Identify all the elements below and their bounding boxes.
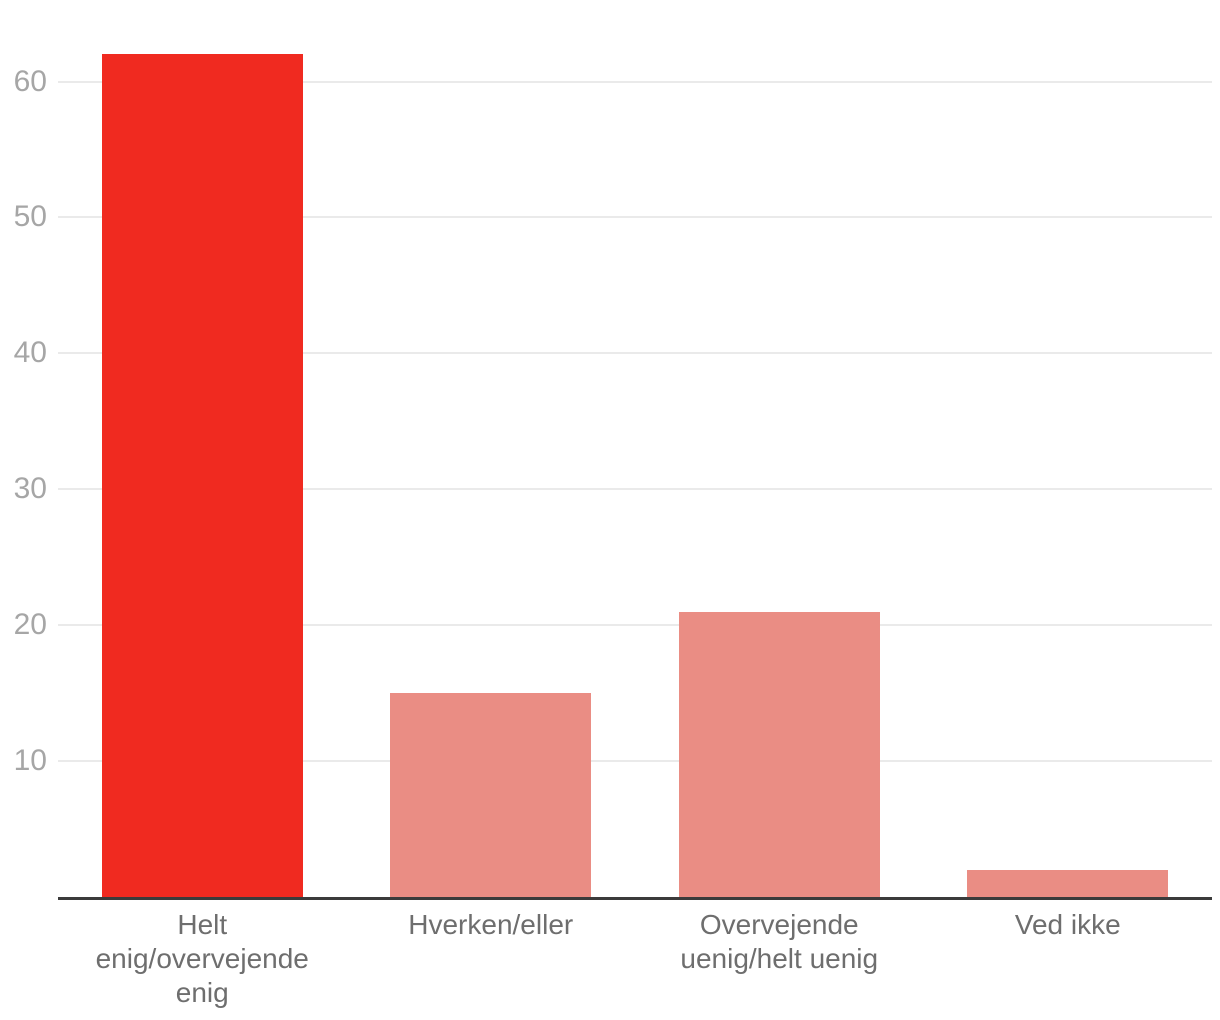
gridline-60 (58, 80, 1212, 83)
plot-area (58, 0, 1212, 897)
y-tick-label: 10 (13, 744, 47, 778)
y-tick-label: 40 (13, 336, 47, 370)
x-axis-line (58, 897, 1212, 900)
gridline-50 (58, 216, 1212, 219)
y-tick-label: 20 (13, 608, 47, 642)
y-tick-label: 60 (13, 64, 47, 98)
gridline-10 (58, 760, 1212, 763)
gridline-30 (58, 488, 1212, 491)
x-axis-label-ved-ikke: Ved ikke (1014, 909, 1121, 940)
y-tick-label: 50 (13, 200, 47, 234)
gridline-20 (58, 624, 1212, 627)
bar-helt-enig-overvejende-enig[interactable] (101, 54, 303, 897)
y-tick-label: 30 (13, 472, 47, 506)
bar-hverken-eller[interactable] (390, 693, 592, 897)
x-axis-label-overvejende-uenig-helt-uenig: Overvejende uenig/helt uenig (680, 909, 879, 974)
bar-overvejende-uenig-helt-uenig[interactable] (678, 611, 880, 897)
bar-ved-ikke[interactable] (967, 869, 1169, 897)
x-axis-label-helt-enig-overvejende-enig: Helt enig/overvejende enig (95, 909, 309, 1008)
gridline-40 (58, 352, 1212, 355)
x-axis-label-hverken-eller: Hverken/eller (408, 909, 574, 940)
